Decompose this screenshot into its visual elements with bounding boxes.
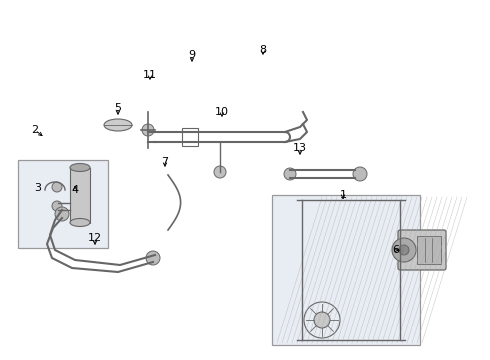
Text: 3: 3 — [34, 183, 42, 193]
Bar — [182, 128, 198, 146]
Ellipse shape — [70, 219, 90, 226]
Ellipse shape — [70, 163, 90, 171]
Text: 6: 6 — [392, 245, 399, 255]
Text: 11: 11 — [143, 70, 157, 80]
FancyBboxPatch shape — [398, 230, 446, 270]
Bar — [272, 195, 420, 345]
Circle shape — [284, 168, 296, 180]
Text: 4: 4 — [72, 185, 78, 195]
Text: 7: 7 — [161, 157, 169, 167]
Text: 10: 10 — [215, 107, 229, 117]
Circle shape — [146, 251, 160, 265]
Circle shape — [314, 312, 330, 328]
Text: 2: 2 — [31, 125, 39, 135]
Text: 9: 9 — [189, 50, 196, 60]
Circle shape — [392, 238, 416, 262]
Bar — [417, 236, 441, 264]
Text: 8: 8 — [259, 45, 267, 55]
Bar — [18, 160, 108, 248]
Circle shape — [52, 182, 62, 192]
Circle shape — [353, 167, 367, 181]
Circle shape — [52, 201, 62, 211]
Bar — [70, 167, 90, 222]
Text: 13: 13 — [293, 143, 307, 153]
Ellipse shape — [104, 119, 132, 131]
Circle shape — [55, 207, 69, 221]
Text: 5: 5 — [115, 103, 122, 113]
Circle shape — [142, 124, 154, 136]
Circle shape — [399, 245, 409, 255]
Text: 1: 1 — [340, 190, 346, 200]
Text: 12: 12 — [88, 233, 102, 243]
Circle shape — [214, 166, 226, 178]
